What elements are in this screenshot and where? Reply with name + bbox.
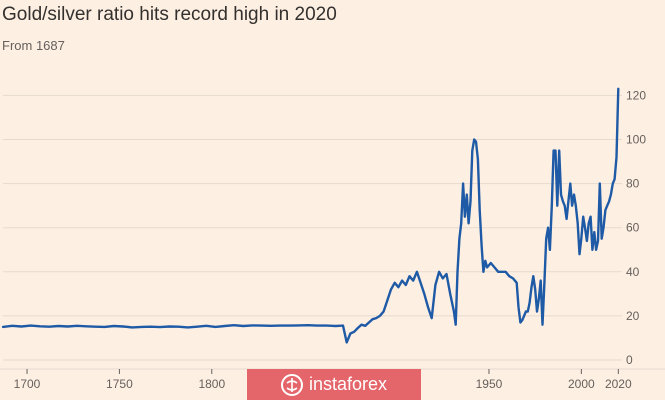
- y-tick-label: 0: [626, 353, 633, 367]
- y-tick-layer: 0 20 40 60 80 100 120: [626, 88, 646, 367]
- x-tick-label: 1700: [14, 377, 41, 391]
- watermark-banner: instaforex: [247, 369, 421, 400]
- x-tick-label: 1950: [476, 377, 503, 391]
- x-tick-label: 1800: [198, 377, 225, 391]
- y-tick-label: 80: [626, 177, 640, 191]
- x-tick-layer: 1700 1750 1800 1950 2000 2020: [14, 369, 632, 391]
- y-tick-label: 120: [626, 88, 646, 102]
- watermark-text: instaforex: [308, 374, 388, 394]
- x-tick-label: 1750: [106, 377, 133, 391]
- chart-title: Gold/silver ratio hits record high in 20…: [2, 4, 337, 25]
- x-tick-label: 2000: [568, 377, 595, 391]
- y-tick-label: 20: [626, 309, 640, 323]
- x-tick-label: 2020: [605, 377, 632, 391]
- y-tick-label: 40: [626, 265, 640, 279]
- chart-subtitle: From 1687: [2, 38, 65, 53]
- y-tick-label: 100: [626, 133, 646, 147]
- series-line-0: [1, 87, 620, 344]
- instaforex-logo-icon: [280, 373, 303, 396]
- y-tick-label: 60: [626, 221, 640, 235]
- series-layer: [1, 87, 620, 344]
